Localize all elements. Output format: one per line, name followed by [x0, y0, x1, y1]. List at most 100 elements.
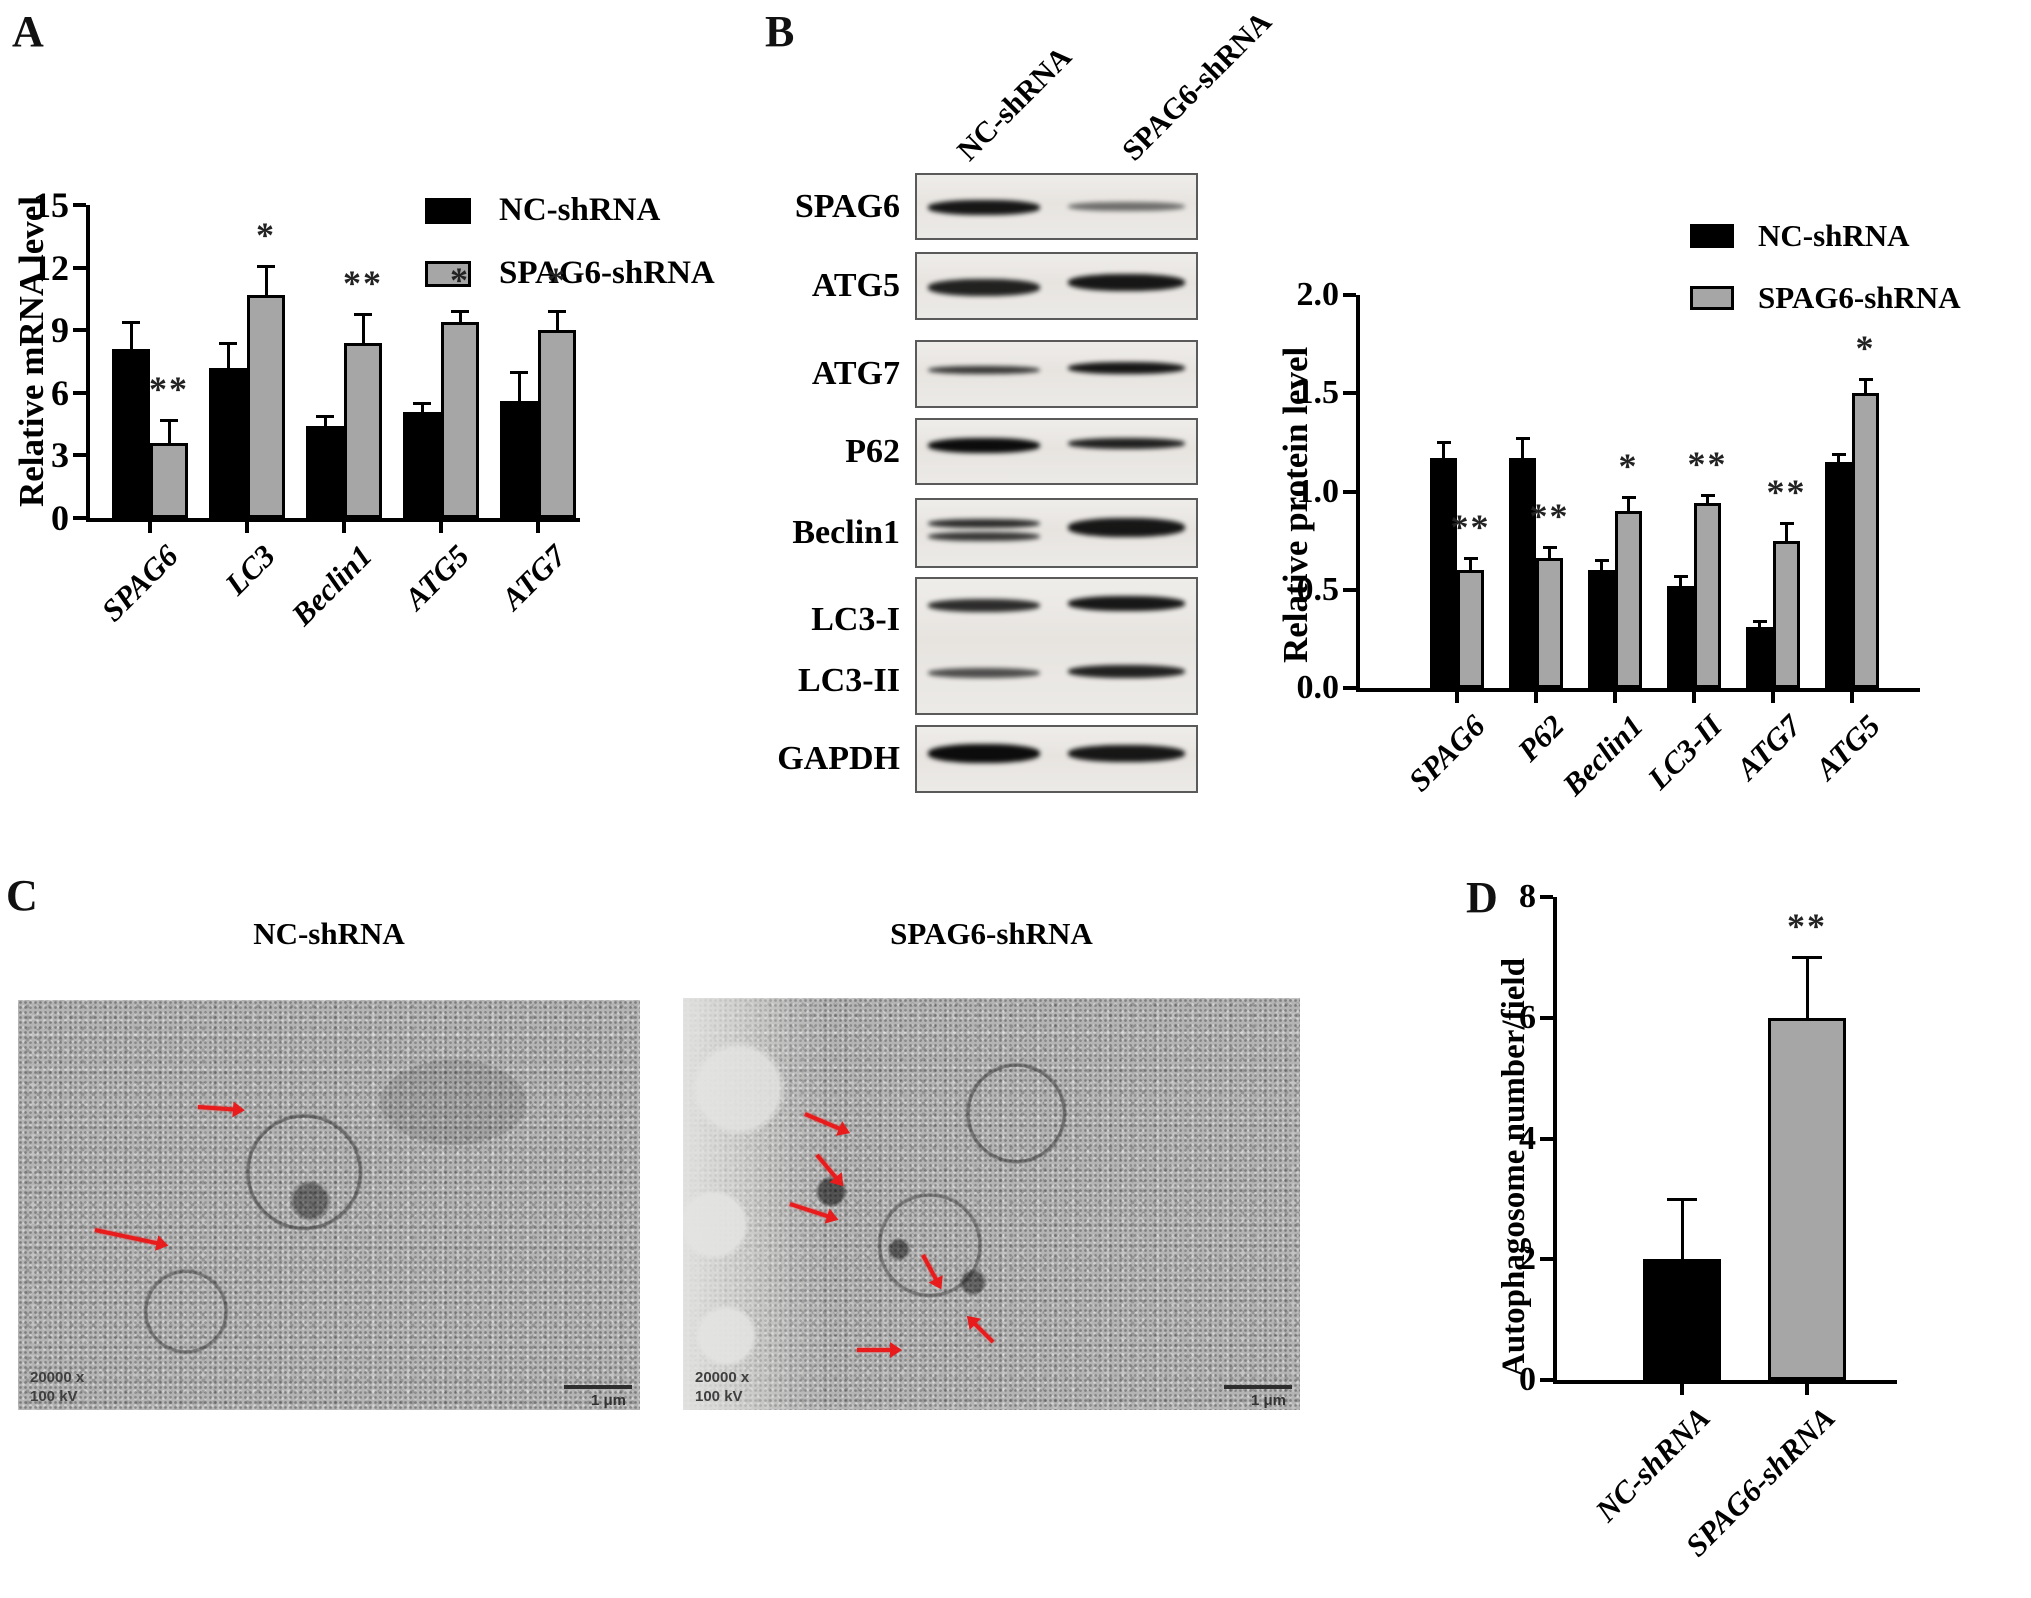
- em-voltage: 100 kV: [30, 1388, 78, 1405]
- bar: [1773, 540, 1800, 688]
- bar: [1746, 627, 1773, 688]
- error-bar: [129, 321, 133, 349]
- y-tick-label: 15: [33, 185, 69, 225]
- y-axis: [1356, 295, 1360, 692]
- red-arrow: [856, 1342, 902, 1359]
- legend-swatch-black: [1690, 224, 1734, 248]
- y-tick: [1343, 587, 1356, 592]
- error-bar-cap: [510, 370, 528, 374]
- error-bar: [1679, 575, 1682, 586]
- blot-band: [1067, 595, 1185, 611]
- y-tick: [1540, 1136, 1553, 1141]
- significance-marker: **: [343, 262, 383, 303]
- significance-marker: **: [1687, 444, 1728, 485]
- em-image-nc-shrna: 20000 x 100 kV 1 μm: [18, 1000, 640, 1410]
- error-bar: [1521, 438, 1524, 459]
- legend-item: SPAG6-shRNA: [425, 255, 715, 292]
- bar: [1536, 558, 1563, 688]
- significance-marker: *: [1855, 328, 1876, 369]
- blot-row-label: ATG5: [811, 267, 900, 304]
- bar: [1457, 570, 1484, 688]
- x-tick: [1455, 692, 1459, 703]
- y-tick-label: 9: [51, 310, 69, 351]
- blot-box: [915, 577, 1198, 715]
- x-tick: [536, 522, 540, 533]
- blot-band: [928, 437, 1040, 453]
- y-tick-label: 3: [51, 435, 69, 476]
- y-tick: [1343, 391, 1356, 396]
- blot-band: [928, 667, 1040, 678]
- bar: [1768, 1017, 1846, 1380]
- bar: [247, 294, 285, 518]
- error-bar-cap: [316, 414, 334, 418]
- x-category-label: SPAG6: [94, 538, 185, 629]
- x-category-label: LC3: [218, 538, 282, 602]
- protein-bar-chart: Relative protein level 0.0 0.5 1.0 1.5 2.0 SP…: [1270, 275, 2000, 855]
- blot-box: [915, 173, 1198, 240]
- red-arrow: [815, 1153, 838, 1180]
- legend-swatch-gray: [1690, 286, 1734, 310]
- x-tick: [1850, 692, 1854, 703]
- y-tick-label: 4: [1519, 1119, 1536, 1157]
- y-tick: [1540, 895, 1553, 899]
- error-bar: [323, 415, 327, 427]
- bar: [1825, 462, 1852, 688]
- bar: [1667, 585, 1694, 688]
- x-tick: [342, 522, 346, 533]
- error-bar-cap: [1779, 521, 1794, 525]
- lane-header-nc-shrna: NC-shRNA: [950, 40, 1079, 168]
- scale-bar-label: 1 μm: [590, 1392, 626, 1409]
- error-bar: [1864, 379, 1867, 394]
- error-bar-cap: [1792, 956, 1822, 960]
- blot-row-label: LC3-I: [811, 600, 900, 638]
- y-tick-label: 0.0: [1296, 669, 1340, 706]
- y-tick: [73, 265, 86, 270]
- blot-row-label: SPAG6: [794, 187, 900, 225]
- significance-marker: **: [1787, 906, 1827, 947]
- red-arrow: [804, 1112, 841, 1131]
- y-tick: [1343, 293, 1356, 297]
- lane-header-spag6-shrna: SPAG6-shRNA: [1115, 5, 1278, 168]
- x-axis: [1356, 688, 1920, 692]
- y-tick: [73, 453, 86, 458]
- error-bar-cap: [1621, 496, 1636, 500]
- bar: [1694, 503, 1721, 688]
- error-bar-cap: [1436, 441, 1451, 445]
- error-bar: [1442, 442, 1445, 459]
- significance-marker: *: [450, 260, 470, 301]
- x-category-label: ATG7: [1729, 708, 1808, 787]
- legend-item: NC-shRNA: [1690, 218, 1961, 254]
- error-bar: [517, 371, 521, 402]
- x-category-label: ATG5: [397, 538, 476, 617]
- legend-item-label: NC-shRNA: [1758, 218, 1910, 253]
- x-tick: [439, 522, 443, 533]
- significance-marker: **: [1450, 507, 1491, 548]
- em-voltage: 100 kV: [695, 1388, 743, 1405]
- blot-row-label: GAPDH: [777, 740, 900, 777]
- y-axis: [86, 205, 90, 522]
- legend-item-label: SPAG6-shRNA: [1758, 280, 1961, 315]
- error-bar: [1548, 546, 1551, 559]
- error-bar: [1469, 558, 1472, 571]
- x-tick: [245, 522, 249, 533]
- x-tick: [1680, 1384, 1684, 1395]
- error-bar: [1706, 495, 1709, 504]
- error-bar-cap: [1831, 453, 1846, 457]
- blot-band: [928, 519, 1040, 529]
- blot-band: [928, 366, 1040, 375]
- bar: [500, 401, 538, 518]
- blot-box: [915, 725, 1198, 793]
- y-tick-label: 0.5: [1296, 570, 1340, 608]
- error-bar-cap: [1673, 574, 1688, 578]
- y-tick: [73, 390, 86, 395]
- red-arrow: [94, 1227, 159, 1246]
- y-tick-label: 1.0: [1296, 472, 1340, 510]
- bar: [1852, 393, 1879, 688]
- mrna-bar-chart: Relative mRNA level 0 3 6 9 12 15 SPAG6 ** LC3 * B…: [12, 185, 588, 745]
- error-bar-cap: [1700, 494, 1715, 498]
- blot-band: [1067, 202, 1185, 211]
- bar: [1643, 1259, 1721, 1380]
- error-bar: [264, 265, 268, 295]
- error-bar-cap: [1752, 620, 1767, 624]
